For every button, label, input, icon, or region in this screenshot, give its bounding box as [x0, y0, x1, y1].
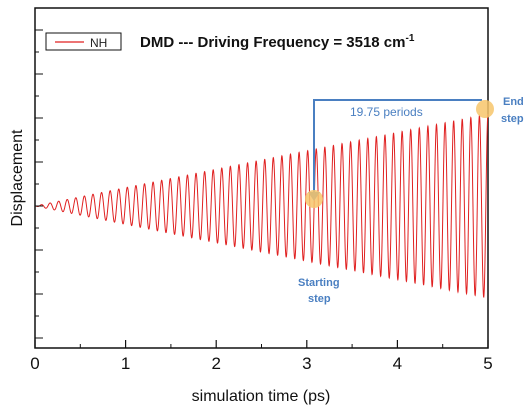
chart-title: DMD --- Driving Frequency = 3518 cm-1 [140, 33, 415, 51]
y-axis-ticks [35, 29, 43, 339]
x-tick-label-3: 3 [302, 354, 311, 373]
end-step-label-line2: step [501, 113, 524, 125]
series-nh [35, 113, 489, 298]
start-step-label-line2: step [308, 293, 331, 305]
y-axis-label: Displacement [9, 129, 26, 226]
chart-title-superscript: -1 [406, 33, 415, 44]
x-tick-label-4: 4 [393, 354, 402, 373]
end-step-marker [476, 100, 494, 118]
x-axis-ticks: 0 1 2 3 4 5 [30, 340, 493, 373]
x-tick-label-2: 2 [211, 354, 220, 373]
start-step-marker [305, 190, 323, 208]
series-nh-line [35, 113, 489, 298]
period-arrow-line [313, 99, 482, 194]
legend-entry-nh: NH [90, 36, 107, 50]
period-label: 19.75 periods [350, 105, 423, 119]
x-tick-label-1: 1 [121, 354, 130, 373]
legend: NH [45, 32, 122, 51]
plot-area-frame [34, 7, 489, 349]
x-tick-label-5: 5 [483, 354, 492, 373]
x-tick-label-0: 0 [30, 354, 39, 373]
x-axis-label: simulation time (ps) [192, 388, 331, 405]
end-step-label: End [503, 96, 524, 108]
chart-title-text: DMD --- Driving Frequency = 3518 cm [140, 34, 406, 51]
start-step-label: Starting [298, 277, 340, 289]
